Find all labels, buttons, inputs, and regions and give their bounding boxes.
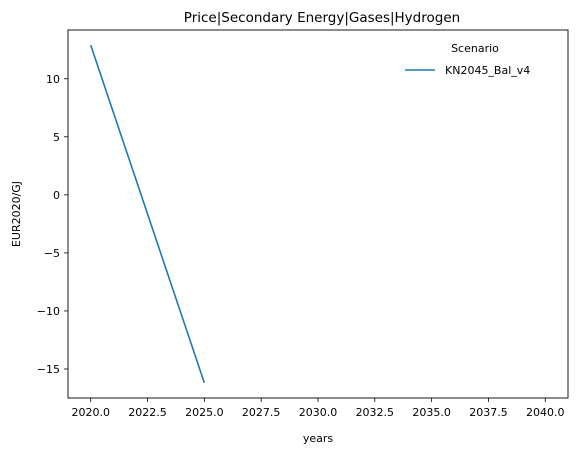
x-tick-label: 2022.5 bbox=[128, 406, 167, 419]
y-axis: 10 5 0 −5 −10 −15 bbox=[37, 73, 68, 376]
x-axis-label: years bbox=[303, 432, 334, 445]
x-axis: 2020.0 2022.5 2025.0 2027.5 2030.0 2032.5 2035… bbox=[71, 398, 565, 419]
x-tick-label: 2035.0 bbox=[412, 406, 451, 419]
legend: Scenario KN2045_Bal_v4 bbox=[405, 42, 530, 77]
y-tick-label: 5 bbox=[53, 131, 60, 144]
chart-title: Price|Secondary Energy|Gases|Hydrogen bbox=[184, 10, 460, 26]
x-tick-label: 2030.0 bbox=[299, 406, 338, 419]
legend-title: Scenario bbox=[451, 42, 499, 55]
y-tick-label: −15 bbox=[37, 363, 60, 376]
y-tick-label: 10 bbox=[46, 73, 60, 86]
x-tick-label: 2027.5 bbox=[242, 406, 281, 419]
plot-frame bbox=[67, 29, 569, 399]
series-layer bbox=[89, 44, 206, 384]
series-line bbox=[89, 44, 206, 384]
x-tick-label: 2025.0 bbox=[185, 406, 224, 419]
x-tick-label: 2020.0 bbox=[71, 406, 110, 419]
x-tick-label: 2032.5 bbox=[356, 406, 395, 419]
x-tick-label: 2040.0 bbox=[526, 406, 565, 419]
y-tick-label: −5 bbox=[44, 247, 60, 260]
y-tick-label: 0 bbox=[53, 189, 60, 202]
y-axis-label: EUR2020/GJ bbox=[10, 181, 23, 247]
legend-label: KN2045_Bal_v4 bbox=[445, 64, 530, 77]
x-tick-label: 2037.5 bbox=[469, 406, 508, 419]
y-tick-label: −10 bbox=[37, 305, 60, 318]
